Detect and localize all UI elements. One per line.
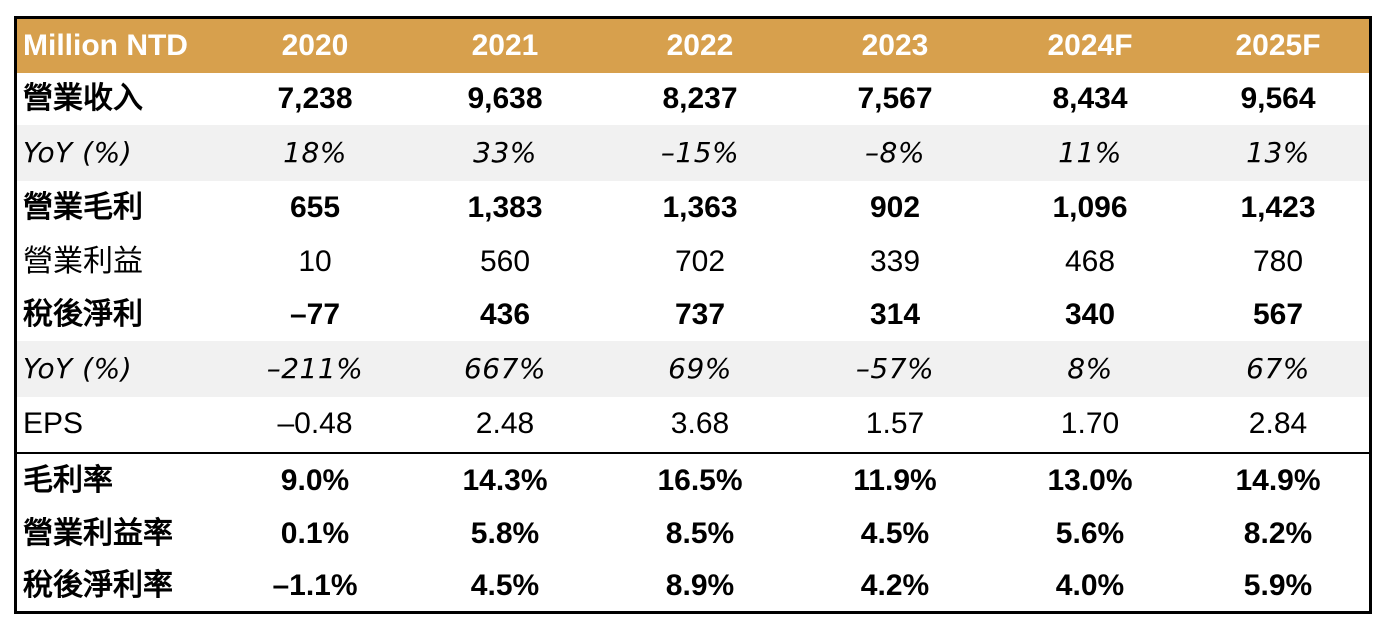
table-cell: 16.5% — [657, 464, 743, 497]
table-cell: 1.57 — [865, 407, 925, 440]
table-cell: 7,567 — [857, 82, 933, 115]
table-cell: 567 — [1252, 298, 1304, 331]
row-label: 稅後淨利率 — [23, 569, 173, 602]
table-row-net-income: 稅後淨利 –77 436 737 314 340 567 — [17, 289, 1369, 341]
table-cell: 4.5% — [860, 517, 930, 550]
table-cell: –15% — [660, 136, 740, 169]
table-cell: 9,638 — [467, 82, 543, 115]
table-cell: –77 — [289, 298, 341, 331]
header-cell-unit: Million NTD — [23, 29, 188, 62]
table-row-gross-profit: 營業毛利 655 1,383 1,363 902 1,096 1,423 — [17, 181, 1369, 235]
table-cell: 655 — [289, 191, 341, 224]
row-label: 營業收入 — [23, 82, 143, 115]
row-label: 營業利益 — [23, 245, 143, 278]
table-cell: 1,383 — [467, 191, 543, 224]
row-label: YoY (%) — [23, 352, 133, 385]
table-row-operating-income: 營業利益 10 560 702 339 468 780 — [17, 235, 1369, 289]
table-cell: 5.9% — [1243, 569, 1313, 602]
table-cell: 67% — [1246, 352, 1310, 385]
row-label: 營業毛利 — [23, 191, 143, 224]
table-cell: 1,096 — [1052, 191, 1128, 224]
table-row-net-income-yoy: YoY (%) –211% 667% 69% –57% 8% 67% — [17, 341, 1369, 397]
row-label: EPS — [23, 407, 84, 440]
header-cell-2020: 2020 — [281, 29, 349, 62]
table-cell: 8.5% — [665, 517, 735, 550]
table-cell: 5.6% — [1055, 517, 1125, 550]
financial-table: Million NTD 2020 2021 2022 2023 2024F 20… — [14, 16, 1372, 614]
table-cell: 18% — [283, 136, 347, 169]
table-cell: 8% — [1067, 352, 1113, 385]
table-cell: 8,237 — [662, 82, 738, 115]
table-cell: –211% — [266, 352, 364, 385]
table-cell: 780 — [1252, 245, 1304, 278]
table-cell: –0.48 — [277, 407, 353, 440]
row-label: 營業利益率 — [23, 517, 173, 550]
table-row-revenue-yoy: YoY (%) 18% 33% –15% –8% 11% 13% — [17, 125, 1369, 181]
table-cell: 14.3% — [462, 464, 548, 497]
table-cell: 902 — [869, 191, 921, 224]
table-cell: 468 — [1064, 245, 1116, 278]
table-cell: 2.48 — [475, 407, 535, 440]
table-cell: 560 — [479, 245, 531, 278]
table-cell: 314 — [869, 298, 921, 331]
table-cell: 737 — [674, 298, 726, 331]
header-cell-2022: 2022 — [666, 29, 734, 62]
table-cell: 69% — [668, 352, 732, 385]
header-cell-2025f: 2025F — [1235, 29, 1321, 62]
table-row-net-margin: 稅後淨利率 –1.1% 4.5% 8.9% 4.2% 4.0% 5.9% — [17, 561, 1369, 611]
table-cell: 4.2% — [860, 569, 930, 602]
table-cell: 11.9% — [853, 464, 937, 497]
table-cell: 3.68 — [670, 407, 730, 440]
row-label: 毛利率 — [23, 464, 113, 497]
table-cell: 14.9% — [1235, 464, 1321, 497]
table-cell: 7,238 — [277, 82, 353, 115]
table-row-gross-margin: 毛利率 9.0% 14.3% 16.5% 11.9% 13.0% 14.9% — [17, 455, 1369, 507]
table-cell: 1,363 — [662, 191, 738, 224]
table-cell: 8.9% — [665, 569, 735, 602]
table-cell: –57% — [855, 352, 935, 385]
header-cell-2021: 2021 — [471, 29, 539, 62]
header-cell-2024f: 2024F — [1047, 29, 1133, 62]
table-row-revenue: 營業收入 7,238 9,638 8,237 7,567 8,434 9,564 — [17, 73, 1369, 125]
table-cell: 10 — [298, 245, 332, 278]
table-cell: 11% — [1058, 136, 1122, 169]
table-row-eps: EPS –0.48 2.48 3.68 1.57 1.70 2.84 — [17, 397, 1369, 451]
table-cell: 4.0% — [1055, 569, 1125, 602]
table-cell: –1.1% — [272, 569, 358, 602]
table-cell: 339 — [869, 245, 921, 278]
table-cell: 8,434 — [1052, 82, 1128, 115]
table-cell: 13.0% — [1047, 464, 1133, 497]
table-cell: 33% — [473, 136, 537, 169]
row-label: 稅後淨利 — [23, 298, 143, 331]
table-cell: 2.84 — [1248, 407, 1308, 440]
table-cell: 1,423 — [1240, 191, 1316, 224]
table-cell: 5.8% — [470, 517, 540, 550]
table-header-row: Million NTD 2020 2021 2022 2023 2024F 20… — [17, 19, 1369, 73]
table-row-operating-margin: 營業利益率 0.1% 5.8% 8.5% 4.5% 5.6% 8.2% — [17, 507, 1369, 561]
row-label: YoY (%) — [23, 136, 133, 169]
table-cell: 1.70 — [1060, 407, 1120, 440]
table-cell: 340 — [1064, 298, 1116, 331]
header-cell-2023: 2023 — [861, 29, 929, 62]
table-cell: 4.5% — [470, 569, 540, 602]
table-cell: –8% — [865, 136, 925, 169]
table-cell: 667% — [463, 352, 547, 385]
section-divider — [17, 452, 1369, 454]
table-cell: 0.1% — [280, 517, 350, 550]
table-cell: 8.2% — [1243, 517, 1313, 550]
table-cell: 436 — [479, 298, 531, 331]
table-cell: 13% — [1246, 136, 1310, 169]
table-cell: 702 — [674, 245, 726, 278]
table-cell: 9,564 — [1240, 82, 1316, 115]
table-cell: 9.0% — [280, 464, 350, 497]
